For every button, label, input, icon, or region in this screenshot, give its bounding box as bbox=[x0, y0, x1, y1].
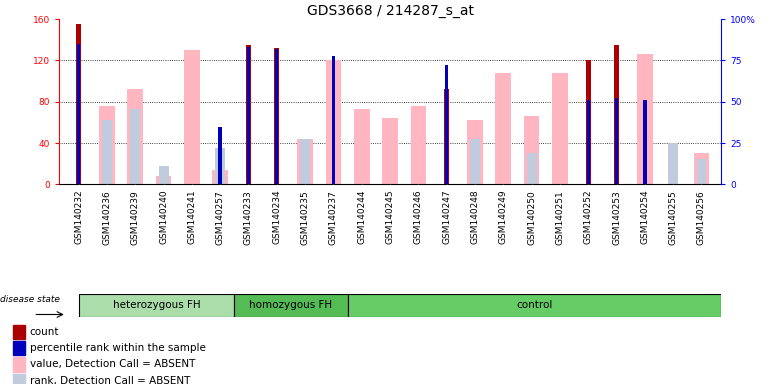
Text: GSM140256: GSM140256 bbox=[697, 190, 706, 245]
Bar bbox=[586, 61, 591, 184]
Text: GSM140234: GSM140234 bbox=[272, 190, 281, 245]
Bar bbox=[77, 44, 80, 184]
Bar bbox=[246, 45, 251, 184]
Bar bbox=[332, 56, 335, 184]
Text: GSM140239: GSM140239 bbox=[131, 190, 140, 245]
Bar bbox=[495, 73, 511, 184]
Text: GSM140236: GSM140236 bbox=[103, 190, 111, 245]
Text: percentile rank within the sample: percentile rank within the sample bbox=[30, 343, 205, 353]
Bar bbox=[527, 153, 536, 184]
Text: GSM140251: GSM140251 bbox=[555, 190, 564, 245]
Bar bbox=[467, 120, 483, 184]
Text: heterozygous FH: heterozygous FH bbox=[113, 300, 200, 310]
Bar bbox=[184, 50, 200, 184]
Text: GSM140241: GSM140241 bbox=[187, 190, 196, 245]
Bar bbox=[219, 127, 222, 184]
Bar bbox=[354, 109, 369, 184]
Bar bbox=[411, 106, 426, 184]
Bar bbox=[234, 294, 347, 317]
Bar bbox=[274, 48, 279, 184]
Text: GSM140232: GSM140232 bbox=[74, 190, 83, 245]
Bar bbox=[614, 45, 619, 184]
Text: GSM140233: GSM140233 bbox=[244, 190, 253, 245]
Bar bbox=[275, 49, 278, 184]
Bar bbox=[552, 73, 568, 184]
Text: control: control bbox=[516, 300, 553, 310]
Text: GSM140254: GSM140254 bbox=[641, 190, 649, 245]
Bar bbox=[13, 324, 25, 339]
Bar bbox=[297, 139, 313, 184]
Text: GSM140249: GSM140249 bbox=[499, 190, 508, 245]
Bar bbox=[158, 166, 169, 184]
Text: rank, Detection Call = ABSENT: rank, Detection Call = ABSENT bbox=[30, 376, 191, 384]
Bar bbox=[470, 139, 480, 184]
Text: GSM140255: GSM140255 bbox=[669, 190, 677, 245]
Bar bbox=[102, 120, 112, 184]
Text: GSM140250: GSM140250 bbox=[527, 190, 536, 245]
Text: GSM140240: GSM140240 bbox=[159, 190, 168, 245]
Bar bbox=[445, 65, 448, 184]
Text: GSM140244: GSM140244 bbox=[358, 190, 366, 244]
Bar bbox=[247, 47, 250, 184]
Bar bbox=[696, 159, 706, 184]
Text: GSM140247: GSM140247 bbox=[442, 190, 451, 245]
Bar bbox=[128, 89, 143, 184]
Bar bbox=[212, 170, 228, 184]
Text: GSM140248: GSM140248 bbox=[470, 190, 480, 245]
Text: GSM140237: GSM140237 bbox=[329, 190, 338, 245]
Bar bbox=[586, 100, 590, 184]
Bar bbox=[13, 341, 25, 355]
Text: GSM140252: GSM140252 bbox=[584, 190, 593, 245]
Bar bbox=[524, 116, 539, 184]
Bar bbox=[13, 357, 25, 372]
Bar bbox=[668, 143, 678, 184]
Bar bbox=[78, 294, 234, 317]
Text: GSM140235: GSM140235 bbox=[300, 190, 310, 245]
Text: GSM140253: GSM140253 bbox=[612, 190, 621, 245]
Bar bbox=[325, 61, 341, 184]
Text: count: count bbox=[30, 327, 60, 337]
Bar bbox=[643, 100, 647, 184]
Text: GSM140246: GSM140246 bbox=[414, 190, 423, 245]
Title: GDS3668 / 214287_s_at: GDS3668 / 214287_s_at bbox=[307, 4, 474, 18]
Text: disease state: disease state bbox=[0, 295, 60, 303]
Bar bbox=[130, 109, 140, 184]
Bar bbox=[13, 374, 25, 384]
Bar bbox=[347, 294, 721, 317]
Text: homozygous FH: homozygous FH bbox=[249, 300, 332, 310]
Bar bbox=[99, 106, 114, 184]
Bar bbox=[76, 24, 82, 184]
Text: GSM140245: GSM140245 bbox=[386, 190, 394, 245]
Bar bbox=[156, 176, 172, 184]
Bar bbox=[300, 139, 310, 184]
Text: value, Detection Call = ABSENT: value, Detection Call = ABSENT bbox=[30, 359, 195, 369]
Bar bbox=[444, 89, 449, 184]
Text: GSM140257: GSM140257 bbox=[216, 190, 225, 245]
Bar bbox=[637, 54, 652, 184]
Bar bbox=[615, 98, 619, 184]
Bar bbox=[383, 118, 397, 184]
Bar bbox=[694, 153, 710, 184]
Bar bbox=[216, 148, 225, 184]
